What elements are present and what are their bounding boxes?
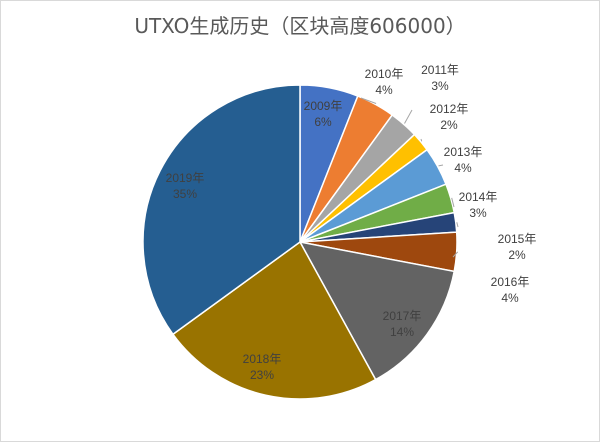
slice-category-label: 2013年	[444, 145, 483, 159]
slice-percent-label: 3%	[431, 79, 449, 93]
slice-percent-label: 35%	[173, 187, 197, 201]
slice-category-label: 2014年	[459, 190, 498, 204]
leader-lines	[360, 97, 459, 258]
slice-category-label: 2012年	[430, 102, 469, 116]
slice-labels: 2009年 6% 2010年 4% 2011年 3% 2012年 2% 2013年 4% 2014年…	[166, 63, 537, 382]
pie-slice-2018	[171, 240, 377, 400]
pie-slices	[142, 84, 458, 400]
slice-category-label: 2017年	[383, 309, 422, 323]
slice-percent-label: 3%	[469, 206, 487, 220]
slice-category-label: 2019年	[166, 171, 205, 185]
slice-percent-label: 2%	[508, 248, 526, 262]
leader-line-2011	[404, 109, 413, 124]
slice-percent-label: 2%	[440, 118, 458, 132]
slice-category-label: 2011年	[421, 63, 459, 77]
slice-percent-label: 23%	[250, 368, 274, 382]
slice-category-label: 2018年	[243, 352, 282, 366]
leader-line-2016	[452, 251, 459, 258]
leader-line-2013	[438, 164, 444, 167]
pie-slice-2017	[298, 240, 456, 381]
slice-percent-label: 4%	[375, 83, 393, 97]
slice-percent-label: 14%	[390, 325, 414, 339]
leader-line-2010	[360, 97, 377, 104]
leader-line-2015	[456, 222, 459, 228]
slice-category-label: 2009年	[304, 99, 343, 113]
slice-percent-label: 4%	[501, 291, 519, 305]
slice-category-label: 2015年	[498, 232, 537, 246]
leader-line-2012	[420, 138, 423, 142]
slice-category-label: 2016年	[491, 275, 530, 289]
chart-title: UTXO生成历史（区块高度606000）	[134, 14, 465, 38]
slice-percent-label: 6%	[314, 115, 332, 129]
pie-slice-2019	[142, 84, 301, 336]
slice-category-label: 2010年	[365, 67, 404, 81]
leader-line-2014	[451, 197, 455, 208]
slice-percent-label: 4%	[454, 161, 472, 175]
